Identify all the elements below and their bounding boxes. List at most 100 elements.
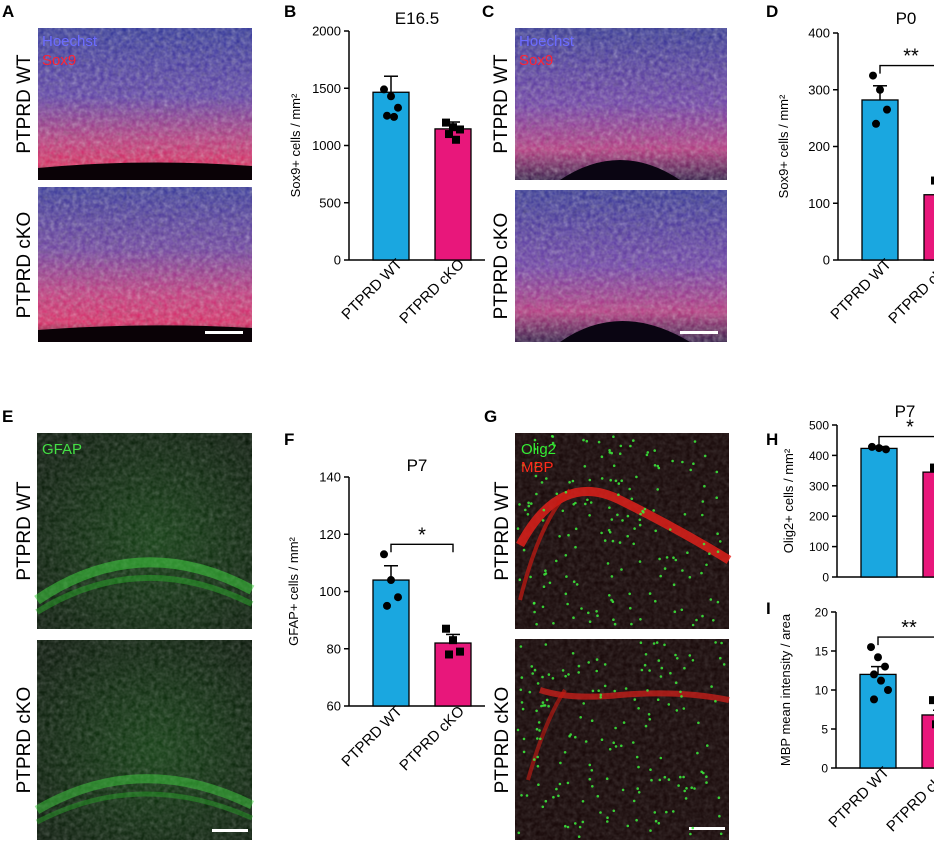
bar-b-wt	[372, 91, 410, 261]
olig2-cell-dot	[545, 698, 549, 702]
olig2-cell-dot	[643, 507, 647, 511]
micrograph-c-cko	[515, 190, 727, 342]
olig2-cell-dot	[718, 814, 721, 818]
olig2-cell-dot	[659, 756, 663, 760]
olig2-cell-dot	[541, 605, 545, 609]
significance-i: **	[901, 617, 917, 639]
olig2-cell-dot	[688, 575, 692, 579]
olig2-cell-dot	[557, 794, 560, 798]
row-label-g-wt: PTPRD WT	[492, 481, 513, 581]
olig2-cell-dot	[536, 682, 540, 685]
chart-b: 0 500 1000 1500 2000 E16.5 Sox9+ cells / mm² PT…	[288, 9, 485, 327]
olig2-cell-dot	[606, 562, 610, 565]
olig2-cell-dot	[572, 580, 576, 583]
row-label-g-cko: PTPRD cKO	[492, 687, 513, 794]
olig2-cell-dot	[590, 719, 594, 722]
olig2-cell-dot	[533, 447, 537, 451]
olig2-cell-dot	[600, 455, 604, 459]
olig2-cell-dot	[596, 794, 600, 798]
olig2-cell-dot	[610, 518, 614, 521]
olig2-cell-dot	[563, 751, 567, 754]
olig2-cell-dot	[568, 481, 571, 484]
bar-h-wt	[860, 447, 898, 578]
olig2-cell-dot	[618, 452, 622, 456]
label-sox9-a: Sox9	[42, 52, 76, 69]
olig2-cell-dot	[617, 493, 620, 497]
chart-f: 60 80 100 120 140 P7 GFAP+ cells / mm² * PTPRD W…	[286, 456, 485, 774]
olig2-cell-dot	[638, 523, 642, 527]
olig2-cell-dot	[705, 781, 708, 784]
olig2-cell-dot	[657, 466, 661, 470]
olig2-cell-dot	[537, 721, 541, 724]
micrograph-a-cko	[38, 187, 252, 342]
chart-i: 0 5 10 15 20 MBP mean intensity / area ** PTPRD…	[778, 606, 934, 835]
olig2-cell-dot	[636, 787, 639, 790]
data-point-f-wt	[380, 550, 388, 559]
olig2-cell-dot	[535, 622, 538, 626]
data-point-f-wt	[383, 601, 391, 610]
label-gfap-e: GFAP	[42, 441, 82, 458]
olig2-cell-dot	[629, 606, 632, 610]
data-point-b-wt	[383, 111, 391, 120]
panel-letter-a: A	[2, 2, 14, 21]
data-point-f-cko	[445, 650, 453, 659]
olig2-cell-dot	[639, 641, 643, 644]
olig2-cell-dot	[521, 464, 525, 467]
olig2-cell-dot	[564, 674, 567, 678]
olig2-cell-dot	[543, 704, 547, 707]
olig2-cell-dot	[605, 777, 609, 780]
olig2-cell-dot	[575, 583, 579, 586]
olig2-cell-dot	[613, 622, 617, 626]
olig2-cell-dot	[538, 729, 541, 732]
olig2-cell-dot	[561, 509, 565, 513]
olig2-cell-dot	[673, 610, 677, 613]
data-point-b-cko	[456, 125, 464, 134]
olig2-cell-dot	[621, 788, 625, 792]
y-tick-label-d: 0	[823, 253, 830, 268]
olig2-cell-dot	[581, 820, 585, 824]
olig2-cell-dot	[599, 811, 602, 814]
olig2-cell-dot	[561, 669, 565, 672]
data-point-b-cko	[449, 123, 457, 132]
olig2-cell-dot	[656, 698, 660, 701]
olig2-cell-dot	[629, 444, 632, 448]
olig2-cell-dot	[530, 665, 534, 668]
row-label-a-cko: PTPRD cKO	[14, 212, 35, 319]
olig2-cell-dot	[591, 689, 595, 693]
olig2-cell-dot	[630, 497, 634, 501]
chart-h: 0 100 200 300 400 500 P7 Olig2+ cells / mm² *	[781, 402, 934, 585]
significance-bracket-h	[878, 435, 934, 445]
olig2-cell-dot	[587, 611, 590, 615]
olig2-cell-dot	[574, 735, 577, 739]
olig2-cell-dot	[635, 475, 638, 479]
olig2-cell-dot	[667, 778, 671, 781]
data-point-h-wt	[875, 444, 883, 453]
olig2-cell-dot	[692, 462, 695, 466]
olig2-cell-dot	[622, 721, 626, 724]
data-point-d-wt	[876, 85, 884, 94]
label-sox9-c: Sox9	[519, 52, 553, 69]
data-point-i-wt	[874, 653, 882, 662]
olig2-cell-dot	[647, 713, 651, 716]
bar-d-wt	[861, 99, 899, 261]
olig2-cell-dot	[688, 654, 692, 657]
olig2-cell-dot	[558, 782, 562, 786]
olig2-cell-dot	[655, 641, 659, 644]
data-point-h-wt	[882, 445, 890, 454]
y-axis-label-d: Sox9+ cells / mm²	[776, 94, 791, 198]
olig2-cell-dot	[719, 540, 722, 543]
x-tick-label-f: PTPRD WT	[338, 703, 405, 770]
olig2-cell-dot	[638, 518, 642, 522]
y-tick-label-h: 200	[809, 510, 829, 524]
panel-letter-f: F	[284, 430, 294, 449]
olig2-cell-dot	[608, 451, 612, 454]
olig2-cell-dot	[703, 484, 706, 488]
olig2-cell-dot	[589, 501, 593, 504]
olig2-cell-dot	[524, 508, 527, 512]
y-tick-label-b: 0	[334, 253, 341, 268]
x-tick-label-b: PTPRD cKO	[396, 256, 468, 328]
olig2-cell-dot	[582, 702, 585, 705]
olig2-cell-dot	[681, 569, 684, 572]
olig2-cell-dot	[674, 558, 678, 562]
